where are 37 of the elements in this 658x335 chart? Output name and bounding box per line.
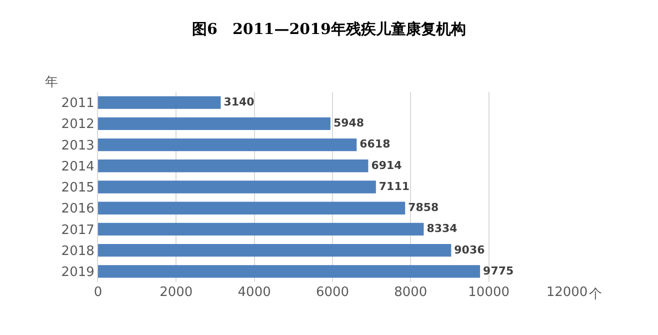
x-tick-label: 8000 xyxy=(394,285,428,300)
data-label: 6618 xyxy=(360,138,390,151)
data-label: 8334 xyxy=(426,222,458,236)
y-tick-label: 2018 xyxy=(61,244,94,259)
y-tick-label: 2014 xyxy=(61,159,94,174)
bar xyxy=(98,117,330,130)
bar xyxy=(98,138,357,152)
x-tick-label: 4000 xyxy=(238,285,271,300)
y-tick-label: 2016 xyxy=(61,202,94,217)
x-tick-label: 10000 xyxy=(468,285,510,300)
data-label: 9775 xyxy=(483,264,514,278)
data-label: 7111 xyxy=(378,180,410,193)
y-tick-label: 2013 xyxy=(61,138,94,154)
x-tick-label: 2000 xyxy=(160,285,193,300)
y-axis-title: 年 xyxy=(45,75,58,90)
data-label: 9036 xyxy=(454,243,486,256)
bar xyxy=(98,160,368,172)
data-label: 6914 xyxy=(371,158,402,172)
bar xyxy=(98,244,452,257)
data-label: 3140 xyxy=(224,96,255,109)
chart-title: 图6 2011—2019年残疾儿童康复机构 xyxy=(192,20,466,38)
y-tick-label: 2019 xyxy=(61,264,94,280)
y-tick-label: 2012 xyxy=(61,117,94,132)
data-label: 5948 xyxy=(333,116,364,130)
bar xyxy=(98,96,221,109)
bar xyxy=(98,265,480,278)
bar xyxy=(98,222,424,236)
data-label: 7858 xyxy=(408,201,439,214)
y-tick-label: 2011 xyxy=(61,96,94,112)
x-tick-label: 0 xyxy=(94,285,102,300)
y-tick-label: 2015 xyxy=(61,180,94,196)
y-tick-label: 2017 xyxy=(61,222,94,238)
x-tick-label: 6000 xyxy=(316,285,350,300)
x-axis-title: 个 xyxy=(589,287,602,302)
bar xyxy=(98,202,406,214)
bar xyxy=(98,180,376,194)
x-tick-label: 12000 xyxy=(546,285,588,300)
